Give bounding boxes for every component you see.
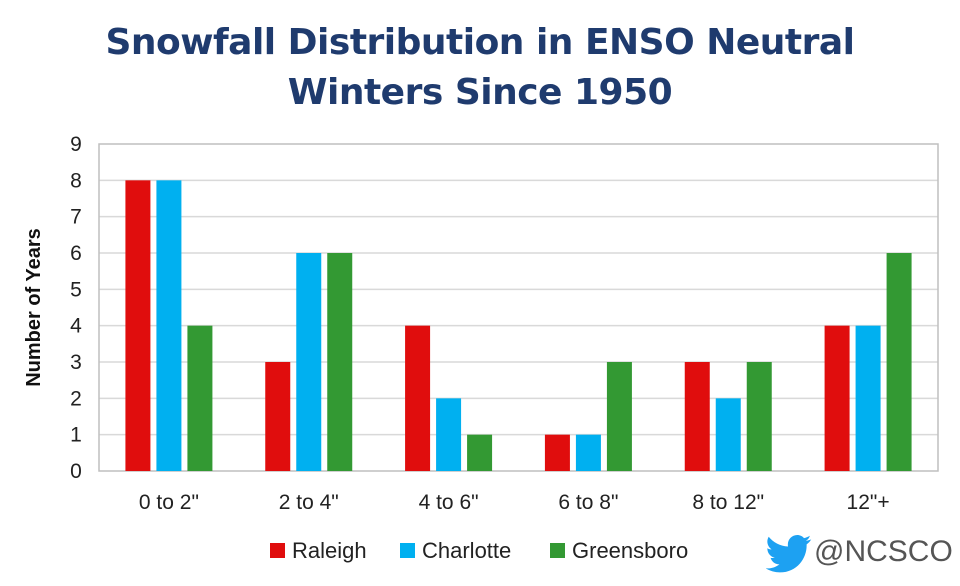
x-tick-label: 8 to 12" — [692, 491, 764, 514]
y-tick-label: 1 — [70, 424, 82, 447]
bar-charlotte — [436, 398, 462, 471]
bar-greensboro — [327, 253, 353, 471]
y-tick-label: 0 — [70, 460, 82, 483]
y-tick-label: 5 — [70, 278, 82, 301]
legend-label-greensboro: Greensboro — [572, 538, 688, 563]
bars — [125, 180, 912, 472]
bar-raleigh — [265, 362, 291, 471]
x-tick-label: 6 to 8" — [558, 491, 618, 514]
legend: Raleigh Charlotte Greensboro — [270, 538, 688, 563]
legend-swatch-greensboro — [550, 543, 565, 558]
y-tick-label: 9 — [70, 133, 82, 156]
legend-label-charlotte: Charlotte — [422, 538, 511, 563]
bar-greensboro — [886, 253, 912, 471]
bar-charlotte — [855, 325, 881, 471]
bar-charlotte — [575, 434, 601, 471]
twitter-bird-icon — [766, 535, 812, 573]
bar-greensboro — [606, 362, 632, 471]
x-tick-label: 2 to 4" — [279, 491, 339, 514]
chart-title: Snowfall Distribution in ENSO Neutral Wi… — [0, 18, 960, 118]
gridlines — [99, 179, 938, 436]
x-axis-ticks: 0 to 2" 2 to 4" 4 to 6" 6 to 8" 8 to 12" 12"+ — [139, 491, 890, 514]
bar-greensboro — [746, 362, 772, 471]
legend-swatch-charlotte — [400, 543, 415, 558]
plot-frame — [98, 143, 939, 472]
x-tick-label: 12"+ — [847, 491, 890, 514]
chart-title-line-1: Snowfall Distribution in ENSO Neutral — [105, 22, 855, 63]
bar-charlotte — [156, 180, 182, 472]
x-tick-label: 4 to 6" — [419, 491, 479, 514]
x-tick-label: 0 to 2" — [139, 491, 199, 514]
y-tick-label: 8 — [70, 169, 82, 192]
y-tick-label: 6 — [70, 242, 82, 265]
twitter-handle: @NCSCO — [814, 535, 953, 568]
y-tick-label: 3 — [70, 351, 82, 374]
legend-swatch-raleigh — [270, 543, 285, 558]
y-tick-label: 4 — [70, 315, 82, 338]
chart-title-line-2: Winters Since 1950 — [287, 72, 673, 113]
y-tick-label: 2 — [70, 387, 82, 410]
legend-label-raleigh: Raleigh — [292, 538, 367, 563]
bar-raleigh — [684, 362, 710, 471]
y-axis-ticks: 0 1 2 3 4 5 6 7 8 9 — [70, 133, 82, 483]
bar-raleigh — [405, 325, 431, 471]
bar-charlotte — [296, 253, 322, 471]
bar-greensboro — [467, 434, 493, 471]
bar-greensboro — [187, 325, 213, 471]
bar-charlotte — [715, 398, 741, 471]
y-axis-label: Number of Years — [23, 228, 45, 387]
bar-raleigh — [125, 180, 151, 472]
bar-raleigh — [544, 434, 570, 471]
bar-raleigh — [824, 325, 850, 471]
y-tick-label: 7 — [70, 206, 82, 229]
